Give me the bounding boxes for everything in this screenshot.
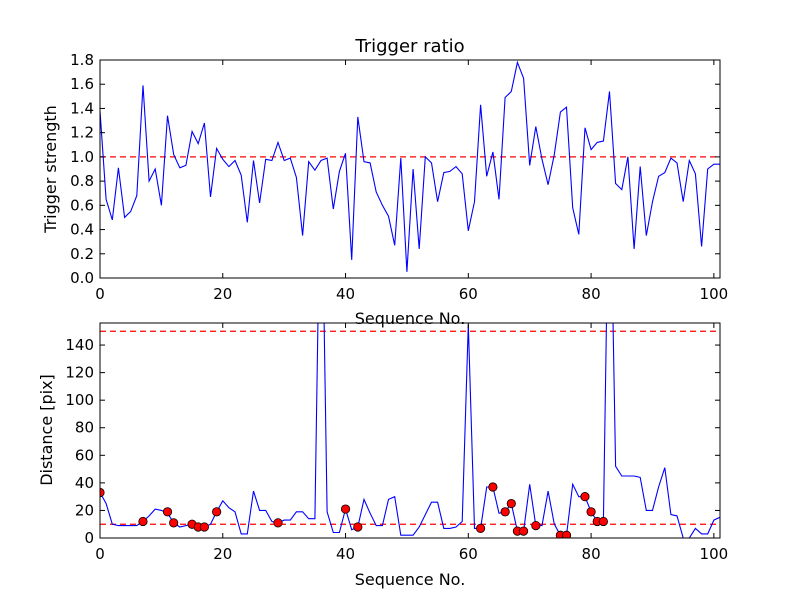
y-tick-label: 40 (75, 474, 94, 492)
y-tick-label: 0.4 (70, 221, 94, 239)
y-tick-label: 20 (75, 501, 94, 519)
data-point (340, 504, 351, 514)
y-tick-label: 1.0 (70, 148, 94, 166)
y-tick-label: 1.6 (70, 75, 94, 93)
data-point (518, 526, 529, 536)
data-point (586, 507, 596, 517)
distance-chart: 0 20 40 60 80 100 0 20 40 60 80 100 120 140 Sequence… (37, 322, 728, 589)
x-tick-label: 80 (582, 285, 601, 303)
chart-title: Trigger ratio (354, 36, 464, 57)
y-tick-label: 1.4 (70, 99, 94, 117)
data-point (506, 498, 516, 509)
data-point (488, 482, 498, 492)
data-point (500, 507, 510, 517)
x-tick-label: 100 (700, 285, 729, 303)
data-point (580, 492, 590, 502)
data-point (475, 523, 486, 533)
y-axis-label: Distance [pix] (37, 374, 56, 486)
data-point (531, 520, 541, 531)
y-tick-label: 0.6 (70, 196, 94, 214)
y-tick-label: 0.0 (70, 269, 94, 287)
x-tick-label: 80 (582, 545, 601, 563)
x-tick-label: 100 (700, 545, 729, 563)
x-tick-label: 40 (336, 285, 355, 303)
x-tick-label: 40 (336, 545, 355, 563)
data-point (212, 507, 222, 517)
y-tick-label: 80 (75, 419, 94, 437)
y-tick-label: 0 (84, 529, 94, 547)
y-tick-label: 120 (65, 364, 94, 382)
data-point (199, 522, 209, 532)
y-tick-label: 60 (75, 446, 94, 464)
x-tick-label: 0 (95, 545, 105, 563)
y-tick-label: 0.2 (70, 245, 94, 263)
y-tick-label: 1.8 (70, 51, 94, 69)
data-point (162, 507, 173, 517)
y-tick-label: 140 (65, 336, 94, 354)
series-line (100, 60, 720, 272)
y-axis: 0.0 0.2 0.4 0.6 0.8 1.0 1.2 1.4 1.6 1.8 (70, 51, 720, 287)
axes-frame (99, 322, 721, 539)
data-point (353, 522, 363, 532)
plot-area (100, 323, 720, 538)
y-tick-label: 0.8 (70, 172, 94, 190)
x-axis-label: Sequence No. (355, 309, 466, 328)
x-tick-label: 60 (459, 285, 478, 303)
y-axis-label: Trigger strength (41, 105, 60, 234)
x-axis: 0 20 40 60 80 100 (95, 323, 728, 563)
x-tick-label: 60 (459, 545, 478, 563)
data-point (273, 518, 283, 528)
data-point (561, 530, 572, 538)
axes-frame (99, 59, 721, 279)
x-tick-label: 0 (95, 285, 105, 303)
x-tick-label: 20 (213, 545, 232, 563)
y-tick-label: 100 (65, 391, 94, 409)
data-point (169, 518, 179, 528)
x-tick-label: 20 (213, 285, 232, 303)
data-point (598, 516, 608, 527)
data-point (138, 516, 148, 527)
plot-area (100, 60, 720, 272)
x-axis: 0 20 40 60 80 100 (95, 60, 728, 303)
y-tick-label: 1.2 (70, 124, 94, 142)
trigger-ratio-chart: Trigger ratio 0 20 40 60 80 100 0.00.20.40.60… (41, 36, 728, 328)
x-axis-label: Sequence No. (355, 570, 466, 589)
y-axis: 0 20 40 60 80 100 120 140 (65, 336, 720, 547)
